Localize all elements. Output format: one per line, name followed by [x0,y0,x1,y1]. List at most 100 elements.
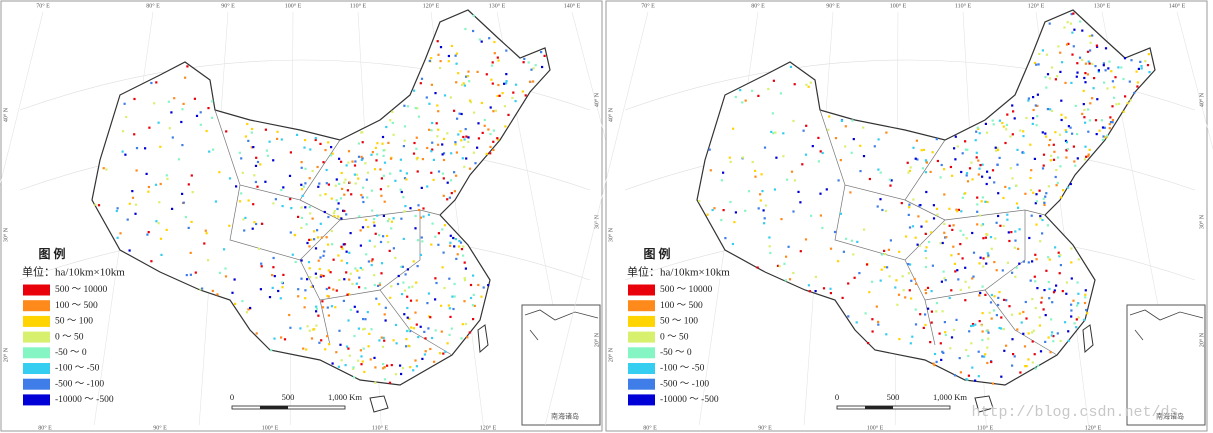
land-change-cell [852,253,855,256]
longitude-label: 100° E [867,424,884,431]
land-change-cell [924,159,927,162]
land-change-cell [1113,96,1116,99]
land-change-cell [392,339,395,342]
land-change-cell [350,193,353,196]
legend-swatch [23,347,50,359]
land-change-cell [340,245,343,248]
land-change-cell [455,174,458,177]
land-change-cell [1087,153,1090,156]
land-change-cell [376,214,379,217]
land-change-cell [255,222,258,226]
land-change-cell [1083,76,1086,80]
land-change-cell [792,271,795,275]
land-change-cell [1014,239,1017,242]
land-change-cell [446,198,449,201]
land-change-cell [829,287,832,290]
land-change-cell [426,302,429,305]
land-change-cell [358,276,361,279]
land-change-cell [1061,61,1064,64]
land-change-cell [446,132,449,135]
land-change-cell [501,92,504,95]
land-change-cell [1070,315,1073,318]
land-change-cell [1048,22,1051,25]
land-change-cell [993,181,996,184]
land-change-cell [1052,335,1055,338]
land-change-cell [1054,78,1057,81]
land-change-cell [1059,51,1062,54]
land-change-cell [396,282,400,286]
land-change-cell [1050,334,1053,337]
land-change-cell [996,163,999,166]
land-change-cell [373,168,377,171]
land-change-cell [128,202,131,205]
legend-swatch [23,284,50,296]
land-change-cell [357,327,360,330]
land-change-cell [804,238,808,241]
land-change-cell [340,160,343,163]
land-change-cell [493,40,496,44]
land-change-cell [871,330,874,333]
land-change-cell [256,160,260,164]
land-change-cell [852,138,855,141]
land-change-cell [1065,141,1068,144]
land-change-cell [485,73,488,76]
land-change-cell [541,65,544,69]
land-change-cell [349,308,352,311]
land-change-cell [995,221,998,224]
land-change-cell [333,209,336,213]
land-change-cell [1058,133,1062,136]
land-change-cell [318,341,321,344]
land-change-cell [334,184,337,187]
land-change-cell [916,243,919,246]
land-change-cell [532,67,535,70]
land-change-cell [280,189,283,192]
land-change-cell [1098,129,1101,132]
land-change-cell [119,232,122,235]
land-change-cell [492,140,495,143]
land-change-cell [1078,56,1082,59]
land-change-cell [316,229,319,232]
land-change-cell [483,118,486,122]
land-change-cell [935,302,939,305]
land-change-cell [879,198,882,201]
land-change-cell [1057,251,1060,254]
land-change-cell [415,158,418,161]
land-change-cell [392,217,395,220]
land-change-cell [121,150,124,153]
land-change-cell [1075,75,1078,78]
legend-label: -50 ～ 0 [660,348,692,358]
land-change-cell [1072,45,1075,48]
legend-swatch [628,300,655,312]
land-change-cell [322,274,325,278]
land-change-cell [986,131,989,134]
land-change-cell [1076,157,1079,160]
land-change-cell [859,144,862,147]
land-change-cell [199,123,202,126]
land-change-cell [989,301,993,304]
land-change-cell [371,258,374,261]
land-change-cell [411,285,414,288]
land-change-cell [1015,184,1018,187]
land-change-cell [437,128,440,131]
land-change-cell [300,206,303,209]
land-change-cell [414,227,417,230]
land-change-cell [978,262,981,265]
land-change-cell [944,333,947,337]
land-change-cell [439,66,442,70]
land-change-cell [980,224,983,227]
land-change-cell [325,182,328,185]
land-change-cell [853,276,856,279]
land-change-cell [964,140,967,143]
land-change-cell [929,341,932,344]
land-change-cell [424,350,427,353]
land-change-cell [1006,213,1009,216]
land-change-cell [345,164,348,167]
land-change-cell [1057,45,1060,48]
land-change-cell [1010,231,1013,234]
longitude-label: 120° E [423,2,440,9]
land-change-cell [797,190,800,193]
land-change-cell [289,151,292,154]
legend-label: 500 ～ 10000 [55,285,108,295]
land-change-cell [283,338,287,341]
land-change-cell [181,108,184,111]
